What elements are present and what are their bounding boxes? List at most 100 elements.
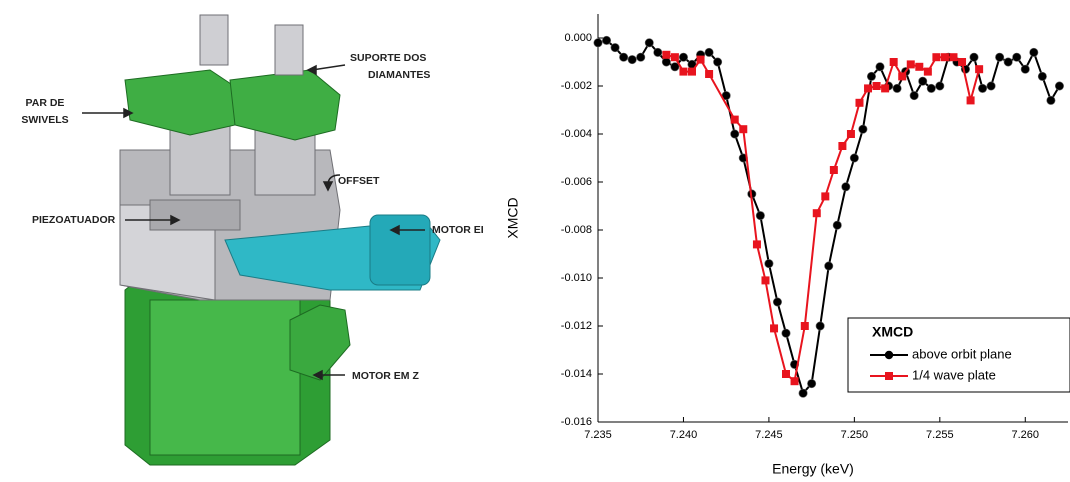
data-point	[829, 166, 838, 174]
data-point	[881, 84, 890, 93]
data-point	[958, 58, 967, 66]
x-tick-label: 7.260	[1012, 429, 1040, 441]
y-tick-label: 0.000	[564, 32, 592, 44]
y-tick-label: -0.004	[561, 128, 592, 140]
data-point	[807, 379, 817, 389]
x-tick-label: 7.245	[755, 429, 783, 441]
data-point	[619, 52, 629, 62]
diagram-label: MOTOR EI	[432, 224, 484, 236]
y-tick-label: -0.014	[561, 368, 592, 380]
y-tick-label: -0.002	[561, 80, 592, 92]
data-point	[764, 259, 774, 269]
data-point	[838, 142, 847, 150]
data-point	[610, 43, 620, 53]
data-point	[909, 91, 919, 101]
data-point	[926, 83, 936, 93]
data-point	[704, 47, 714, 57]
y-tick-label: -0.006	[561, 176, 592, 188]
data-point	[679, 67, 688, 76]
data-point	[1012, 52, 1022, 62]
data-point	[627, 55, 637, 65]
data-point	[906, 60, 915, 69]
data-point	[858, 124, 868, 134]
data-point	[969, 52, 979, 62]
data-point	[1046, 95, 1056, 105]
data-point	[932, 53, 941, 62]
data-point	[923, 67, 932, 76]
data-point	[705, 70, 714, 78]
data-point	[636, 52, 646, 62]
data-point	[841, 182, 851, 192]
data-point	[644, 38, 654, 48]
data-point	[940, 53, 949, 62]
x-tick-label: 7.250	[841, 429, 869, 441]
legend-label: above orbit plane	[912, 346, 1012, 361]
data-point	[821, 192, 830, 201]
series-line	[666, 53, 981, 384]
data-point	[975, 65, 984, 74]
data-point	[790, 377, 799, 386]
data-point	[782, 370, 790, 378]
data-point	[935, 81, 945, 91]
data-point	[593, 38, 603, 48]
data-point	[752, 240, 761, 249]
data-point	[730, 129, 740, 139]
data-point	[670, 53, 679, 62]
diagram-label: SWIVELS	[21, 114, 68, 126]
data-point	[986, 81, 996, 91]
data-point	[815, 321, 825, 331]
diagram-label: PIEZOATUADOR	[32, 214, 116, 226]
data-point	[864, 84, 873, 93]
data-point	[966, 96, 975, 105]
data-point	[678, 52, 688, 62]
legend-marker	[884, 350, 894, 360]
legend-marker	[885, 372, 893, 380]
diagram-label: MOTOR EM Z	[352, 370, 419, 382]
x-tick-label: 7.235	[584, 429, 612, 441]
legend-label: 1/4 wave plate	[912, 367, 996, 382]
data-point	[949, 53, 958, 62]
data-point	[872, 82, 881, 90]
data-point	[875, 62, 885, 72]
data-point	[602, 35, 612, 45]
data-point	[653, 47, 663, 57]
y-tick-label: -0.012	[561, 320, 592, 332]
data-point	[918, 76, 928, 86]
data-point	[781, 328, 791, 338]
data-point	[755, 211, 765, 221]
data-point	[730, 115, 739, 124]
diagram-label: PAR DE	[26, 97, 65, 109]
data-point	[798, 388, 808, 398]
data-point	[761, 276, 770, 285]
data-point	[1020, 64, 1030, 74]
y-tick-label: -0.010	[561, 272, 592, 284]
data-point	[772, 297, 782, 307]
x-axis-label: Energy (keV)	[772, 461, 854, 477]
data-point	[688, 67, 696, 76]
cad-drawing	[82, 14, 441, 466]
diagram-label: OFFSET	[338, 175, 380, 187]
legend-title: XMCD	[872, 324, 913, 340]
data-point	[770, 324, 779, 333]
data-point	[824, 261, 834, 271]
y-axis-label: XMCD	[505, 197, 521, 238]
diagram-label: DIAMANTES	[368, 69, 430, 81]
data-point	[892, 83, 902, 93]
data-point	[800, 322, 809, 330]
data-point	[832, 220, 842, 230]
data-point	[866, 71, 876, 81]
data-point	[889, 58, 898, 66]
data-point	[1003, 57, 1013, 67]
data-point	[713, 57, 723, 67]
data-point	[670, 62, 680, 72]
data-point	[1029, 47, 1039, 57]
data-point	[995, 52, 1005, 62]
x-tick-label: 7.255	[926, 429, 954, 441]
data-point	[661, 57, 671, 67]
data-point	[662, 50, 671, 59]
data-point	[696, 55, 705, 64]
diagram-label: SUPORTE DOS	[350, 52, 426, 64]
y-tick-label: -0.016	[561, 416, 592, 428]
